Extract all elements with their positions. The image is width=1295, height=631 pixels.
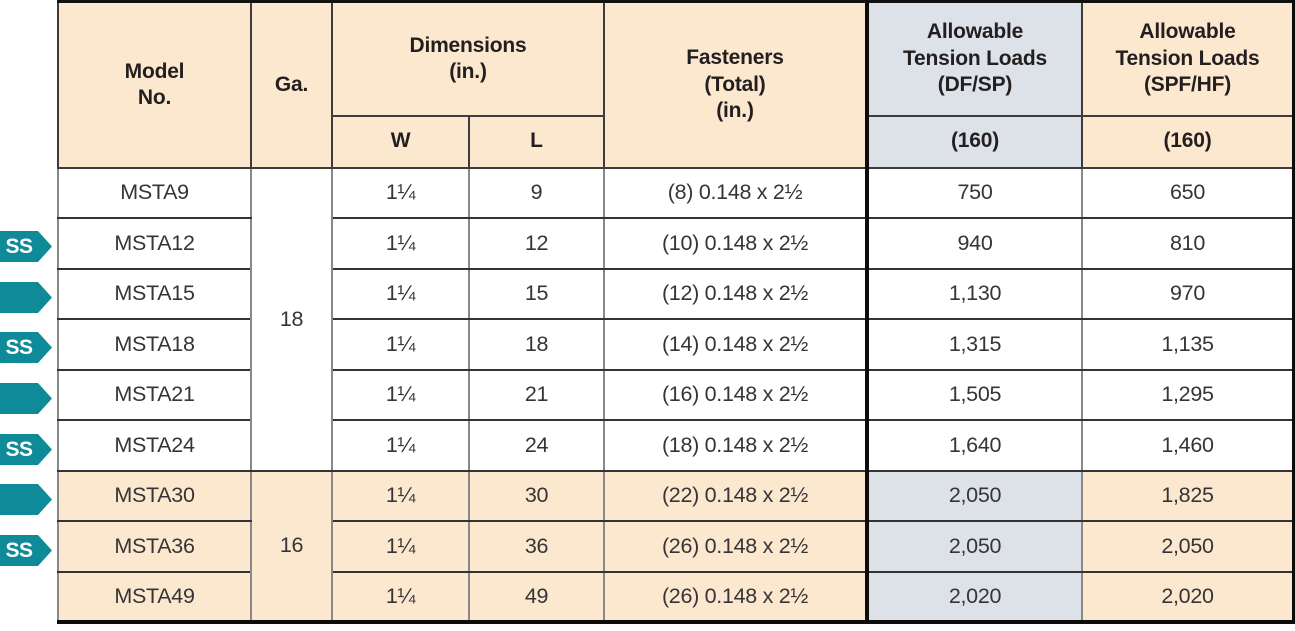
cell-fasteners: (14) 0.148 x 2½: [603, 318, 868, 371]
cell-width: 1¼: [331, 469, 470, 522]
cell-length: 30: [468, 469, 605, 522]
ss-badge-label: SS: [5, 538, 33, 562]
cell-width: 1¼: [331, 570, 470, 623]
cell-tension-df-sp: 1,640: [865, 419, 1083, 472]
arrow-badge-icon: [0, 282, 52, 313]
cell-tension-spf-hf: 970: [1081, 267, 1295, 320]
cell-model: MSTA36: [57, 520, 252, 573]
cell-gauge-group: 16: [250, 469, 333, 623]
cell-tension-spf-hf: 1,295: [1081, 368, 1295, 421]
cell-width: 1¼: [331, 368, 470, 421]
cell-tension-spf-hf: 1,135: [1081, 318, 1295, 371]
col-header-tension-spf-hf: Allowable Tension Loads (SPF/HF): [1081, 0, 1295, 117]
cell-fasteners: (22) 0.148 x 2½: [603, 469, 868, 522]
cell-tension-df-sp: 2,020: [865, 570, 1083, 623]
cell-length: 18: [468, 318, 605, 371]
table-row: MSTA24 1¼ 24 (18) 0.148 x 2½ 1,640 1,460: [57, 419, 1295, 472]
cell-tension-spf-hf: 1,825: [1081, 469, 1295, 522]
sub-header-load-duration-spf-hf: (160): [1081, 114, 1295, 169]
cell-fasteners: (12) 0.148 x 2½: [603, 267, 868, 320]
cell-width: 1¼: [331, 318, 470, 371]
cell-fasteners: (18) 0.148 x 2½: [603, 419, 868, 472]
cell-fasteners: (26) 0.148 x 2½: [603, 520, 868, 573]
col-header-width: W: [331, 114, 470, 169]
cell-model: MSTA24: [57, 419, 252, 472]
cell-tension-spf-hf: 1,460: [1081, 419, 1295, 472]
cell-width: 1¼: [331, 419, 470, 472]
table-row: MSTA21 1¼ 21 (16) 0.148 x 2½ 1,505 1,295: [57, 368, 1295, 421]
cell-tension-df-sp: 1,130: [865, 267, 1083, 320]
table-row: MSTA30 16 1¼ 30 (22) 0.148 x 2½ 2,050 1,…: [57, 469, 1295, 623]
table-body: MSTA9 18 1¼ 9 (8) 0.148 x 2½ 750 650 MST…: [57, 166, 1295, 623]
col-header-gauge: Ga.: [250, 0, 333, 169]
stainless-steel-ss-badge-icon: SS: [0, 535, 52, 566]
cell-length: 15: [468, 267, 605, 320]
col-header-tension-df-sp: Allowable Tension Loads (DF/SP): [865, 0, 1083, 117]
col-header-fasteners: Fasteners (Total) (in.): [603, 0, 868, 169]
cell-width: 1¼: [331, 267, 470, 320]
cell-length: 49: [468, 570, 605, 623]
cell-tension-df-sp: 1,505: [865, 368, 1083, 421]
arrow-badge-icon: [0, 484, 52, 515]
cell-model: MSTA21: [57, 368, 252, 421]
cell-width: 1¼: [331, 166, 470, 219]
cell-fasteners: (10) 0.148 x 2½: [603, 217, 868, 270]
table-row: MSTA12 1¼ 12 (10) 0.148 x 2½ 940 810: [57, 217, 1295, 270]
header-row-sub: W L (160) (160): [58, 114, 1295, 169]
table-row: MSTA49 1¼ 49 (26) 0.148 x 2½ 2,020 2,020: [57, 570, 1295, 623]
header-row-groups: Model No. Ga. Dimensions (in.) Fasteners…: [57, 0, 1295, 169]
cell-tension-spf-hf: 2,050: [1081, 520, 1295, 573]
cell-tension-df-sp: 2,050: [865, 520, 1083, 573]
cell-gauge-group: 18: [250, 166, 333, 472]
badge-column: SS SS SS SS: [0, 0, 57, 631]
cell-length: 12: [468, 217, 605, 270]
cell-tension-df-sp: 2,050: [865, 469, 1083, 522]
cell-tension-spf-hf: 810: [1081, 217, 1295, 270]
arrow-badge-icon: [0, 383, 52, 414]
stainless-steel-ss-badge-icon: SS: [0, 434, 52, 465]
msta-strap-spec-table: Model No. Ga. Dimensions (in.) Fasteners…: [57, 0, 1295, 624]
table-header: Model No. Ga. Dimensions (in.) Fasteners…: [57, 0, 1295, 169]
cell-model: MSTA9: [57, 166, 252, 219]
table-row: MSTA9 18 1¼ 9 (8) 0.148 x 2½ 750 650: [57, 166, 1295, 472]
cell-tension-df-sp: 750: [865, 166, 1083, 219]
cell-tension-spf-hf: 2,020: [1081, 570, 1295, 623]
col-header-dimensions: Dimensions (in.): [331, 0, 605, 117]
cell-model: MSTA18: [57, 318, 252, 371]
cell-model: MSTA30: [57, 469, 252, 522]
cell-length: 21: [468, 368, 605, 421]
ss-badge-label: SS: [5, 437, 33, 461]
cell-model: MSTA12: [57, 217, 252, 270]
cell-length: 24: [468, 419, 605, 472]
stainless-steel-ss-badge-icon: SS: [0, 231, 52, 262]
cell-length: 36: [468, 520, 605, 573]
sub-header-load-duration-df-sp: (160): [865, 114, 1083, 169]
ss-badge-label: SS: [5, 335, 33, 359]
table-row: MSTA15 1¼ 15 (12) 0.148 x 2½ 1,130 970: [57, 267, 1295, 320]
cell-width: 1¼: [331, 217, 470, 270]
cell-model: MSTA15: [57, 267, 252, 320]
table-row: MSTA36 1¼ 36 (26) 0.148 x 2½ 2,050 2,050: [57, 520, 1295, 573]
cell-fasteners: (26) 0.148 x 2½: [603, 570, 868, 623]
cell-tension-df-sp: 1,315: [865, 318, 1083, 371]
ss-badge-label: SS: [5, 234, 33, 258]
cell-model: MSTA49: [57, 570, 252, 623]
stainless-steel-ss-badge-icon: SS: [0, 332, 52, 363]
cell-fasteners: (16) 0.148 x 2½: [603, 368, 868, 421]
table-row: MSTA18 1¼ 18 (14) 0.148 x 2½ 1,315 1,135: [57, 318, 1295, 371]
cell-width: 1¼: [331, 520, 470, 573]
col-header-model-no: Model No.: [57, 0, 252, 169]
cell-tension-df-sp: 940: [865, 217, 1083, 270]
cell-fasteners: (8) 0.148 x 2½: [603, 166, 868, 219]
col-header-length: L: [468, 114, 605, 169]
cell-tension-spf-hf: 650: [1081, 166, 1295, 219]
cell-length: 9: [468, 166, 605, 219]
